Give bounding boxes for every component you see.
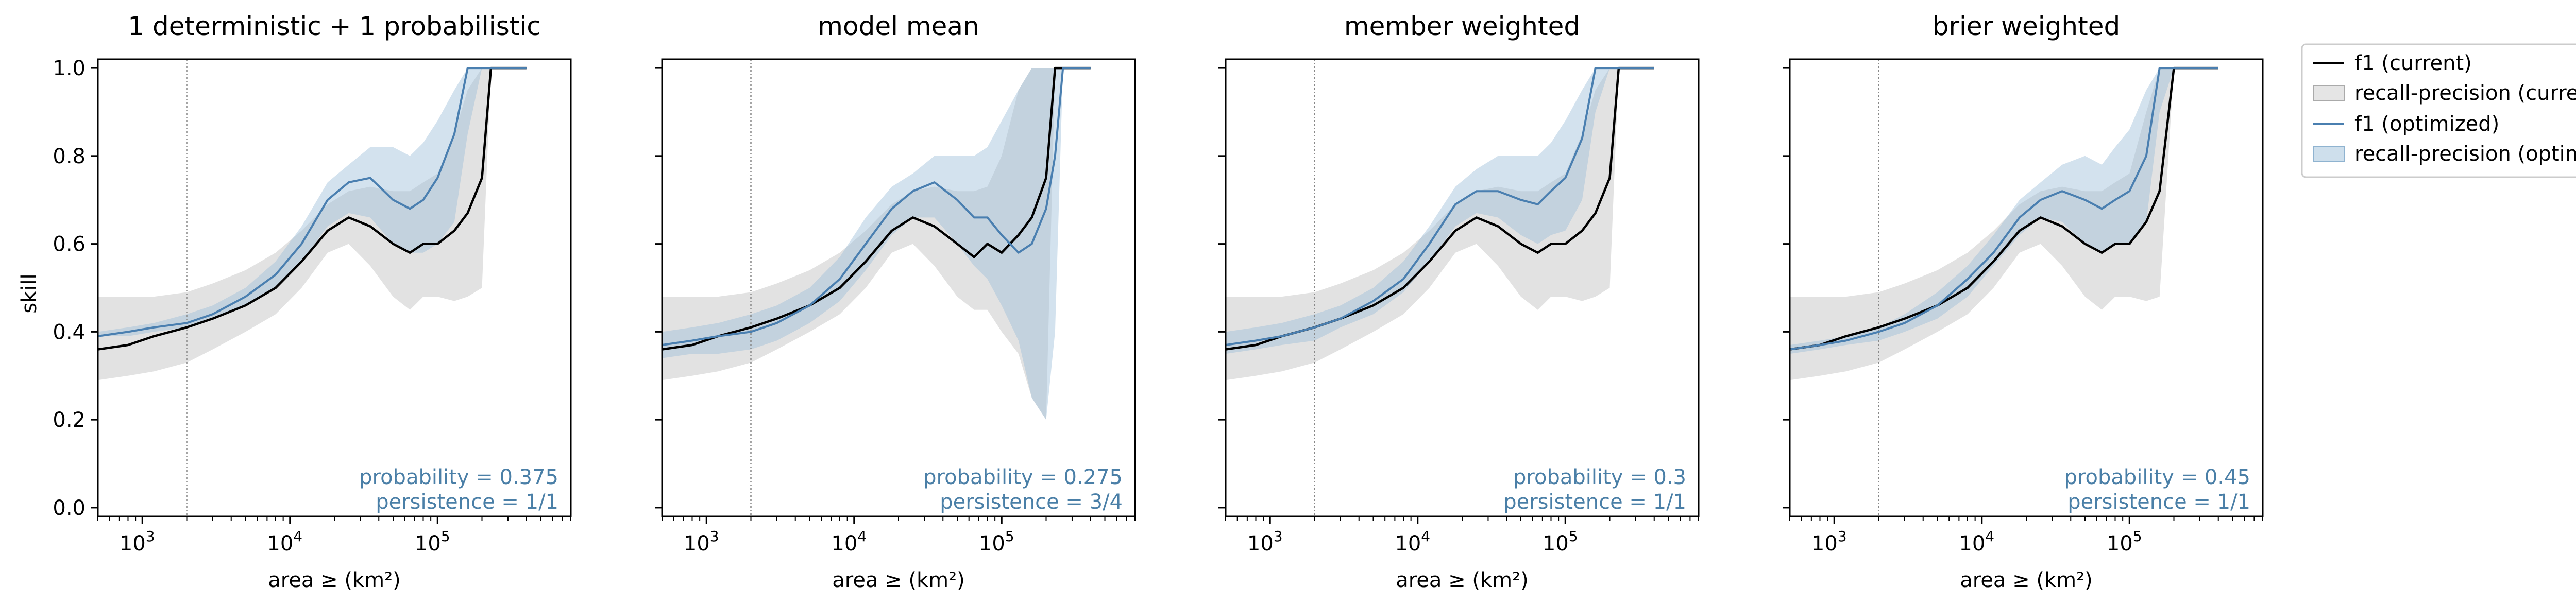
chart-panel-1: 0.0 0.2 0.4 0.6 0.8 1.0 103 104 105 1 determinist… (53, 11, 572, 592)
x-tick-label: 103 (1811, 528, 1847, 556)
legend-label-rp-optimized: recall-precision (optimized) (2354, 142, 2576, 166)
y-tick-label: 1.0 (53, 57, 86, 80)
annotation-probability: probability = 0.375 (359, 465, 558, 489)
annotation-probability: probability = 0.275 (923, 465, 1123, 489)
x-tick-label: 103 (1247, 528, 1283, 556)
x-tick-label: 103 (120, 528, 155, 556)
chart-title: brier weighted (1933, 11, 2120, 41)
y-tick-label: 0.0 (53, 496, 86, 520)
plot-frame (1789, 58, 2264, 517)
line-f1-current (662, 66, 1091, 351)
band-optimized (1790, 68, 2218, 354)
chart-title: member weighted (1344, 11, 1580, 41)
legend-label-rp-current: recall-precision (current) (2354, 81, 2576, 105)
legend-label-f1-optimized: f1 (optimized) (2354, 112, 2499, 136)
legend-swatch-rp-optimized (2313, 146, 2345, 162)
x-tick-label: 105 (979, 528, 1014, 556)
legend-label-f1-current: f1 (current) (2354, 51, 2472, 75)
annotation-persistence: persistence = 3/4 (940, 490, 1123, 514)
annotation-persistence: persistence = 1/1 (2067, 490, 2250, 514)
chart-panel-4: 103 104 105 brier weighted area ≥ (km²) proba… (1783, 11, 2264, 592)
x-tick-label: 105 (415, 528, 450, 556)
x-axis-label: area ≥ (km²) (832, 568, 965, 592)
plot-frame (661, 58, 1136, 517)
x-tick-label: 104 (831, 528, 867, 556)
y-tick-label: 0.2 (53, 408, 86, 432)
legend-swatch-rp-current (2313, 85, 2345, 101)
chart-title: model mean (818, 11, 979, 41)
band-current (662, 68, 1091, 420)
chart-title: 1 deterministic + 1 probabilistic (128, 11, 540, 41)
x-axis-label: area ≥ (km²) (268, 568, 401, 592)
legend: f1 (current) recall-precision (current) … (2301, 43, 2576, 178)
y-axis-label: skill (18, 273, 41, 313)
band-current (1790, 68, 2218, 381)
band-optimized (1226, 68, 1654, 354)
legend-box (2301, 43, 2576, 178)
plot-frame (97, 58, 572, 517)
annotation-probability: probability = 0.3 (1513, 465, 1686, 489)
band-optimized (98, 68, 527, 336)
chart-panel-3: 103 104 105 member weighted area ≥ (km²) prob… (1218, 11, 1700, 592)
line-f1-optimized (662, 67, 1091, 346)
annotation-persistence: persistence = 1/1 (1503, 490, 1686, 514)
annotation-probability: probability = 0.45 (2064, 465, 2250, 489)
band-optimized (662, 68, 1091, 420)
y-tick-label: 0.4 (53, 320, 86, 344)
y-tick-label: 0.6 (53, 233, 86, 256)
band-current (1226, 68, 1654, 381)
chart-panel-2: 103 104 105 model mean area ≥ (km²) probabili… (655, 11, 1136, 592)
line-f1-optimized (97, 67, 527, 337)
plot-frame (1225, 58, 1700, 517)
x-axis-label: area ≥ (km²) (1396, 568, 1529, 592)
x-axis-label: area ≥ (km²) (1960, 568, 2093, 592)
y-tick-label: 0.8 (53, 145, 86, 168)
x-tick-label: 104 (1395, 528, 1430, 556)
line-f1-optimized (1225, 67, 1654, 346)
x-tick-label: 104 (1959, 528, 1994, 556)
x-tick-label: 105 (1543, 528, 1578, 556)
line-f1-current (97, 66, 527, 351)
annotation-persistence: persistence = 1/1 (376, 490, 558, 514)
x-tick-label: 105 (2107, 528, 2142, 556)
x-tick-label: 104 (267, 528, 302, 556)
line-f1-optimized (1789, 67, 2218, 351)
x-tick-label: 103 (684, 528, 719, 556)
